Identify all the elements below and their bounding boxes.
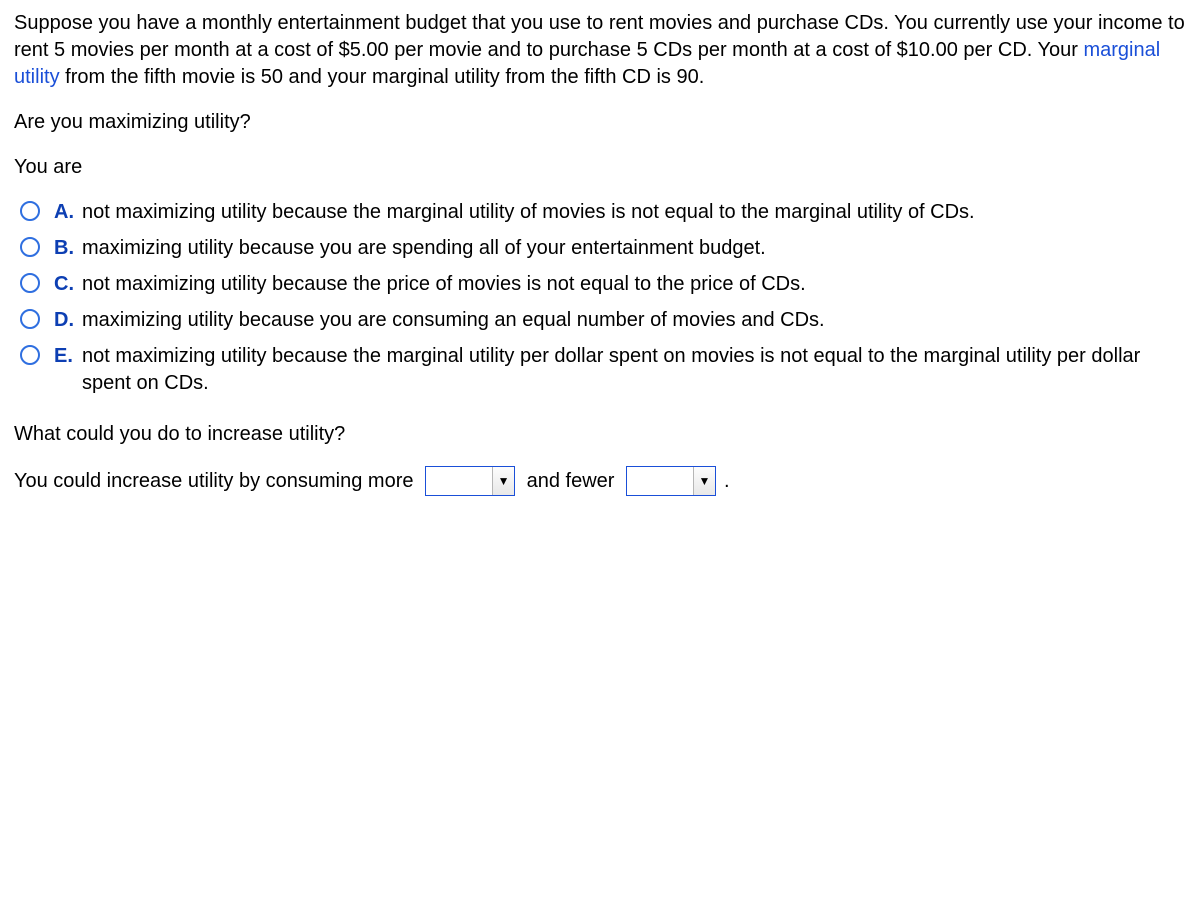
option-text: not maximizing utility because the margi… (82, 199, 1186, 226)
fill-pre: You could increase utility by consuming … (14, 470, 419, 493)
option-text: maximizing utility because you are spend… (82, 235, 1186, 262)
dropdown-fewer-button[interactable]: ▼ (693, 467, 715, 495)
option-e[interactable]: E. not maximizing utility because the ma… (14, 343, 1186, 397)
radio-a[interactable] (20, 201, 40, 221)
chevron-down-icon: ▼ (699, 475, 711, 487)
question-2: What could you do to increase utility? (14, 421, 1186, 448)
dropdown-more-button[interactable]: ▼ (492, 467, 514, 495)
chevron-down-icon: ▼ (498, 475, 510, 487)
option-b[interactable]: B. maximizing utility because you are sp… (14, 235, 1186, 262)
option-text: maximizing utility because you are consu… (82, 307, 1186, 334)
radio-d[interactable] (20, 309, 40, 329)
fill-mid: and fewer (521, 470, 620, 493)
option-d[interactable]: D. maximizing utility because you are co… (14, 307, 1186, 334)
option-c[interactable]: C. not maximizing utility because the pr… (14, 271, 1186, 298)
option-letter: D. (54, 307, 82, 334)
option-text: not maximizing utility because the margi… (82, 343, 1186, 397)
lead-in-1: You are (14, 154, 1186, 181)
option-letter: E. (54, 343, 82, 370)
intro-text-1: Suppose you have a monthly entertainment… (14, 12, 1185, 61)
option-a[interactable]: A. not maximizing utility because the ma… (14, 199, 1186, 226)
option-letter: B. (54, 235, 82, 262)
option-letter: C. (54, 271, 82, 298)
option-text: not maximizing utility because the price… (82, 271, 1186, 298)
options-group: A. not maximizing utility because the ma… (14, 199, 1186, 397)
fill-post: . (724, 470, 730, 493)
intro-text-2: from the fifth movie is 50 and your marg… (60, 66, 705, 88)
dropdown-more[interactable]: ▼ (425, 466, 515, 496)
fill-sentence: You could increase utility by consuming … (14, 466, 1186, 496)
dropdown-fewer[interactable]: ▼ (626, 466, 716, 496)
question-intro: Suppose you have a monthly entertainment… (14, 10, 1186, 91)
radio-c[interactable] (20, 273, 40, 293)
radio-b[interactable] (20, 237, 40, 257)
radio-e[interactable] (20, 345, 40, 365)
question-1: Are you maximizing utility? (14, 109, 1186, 136)
option-letter: A. (54, 199, 82, 226)
